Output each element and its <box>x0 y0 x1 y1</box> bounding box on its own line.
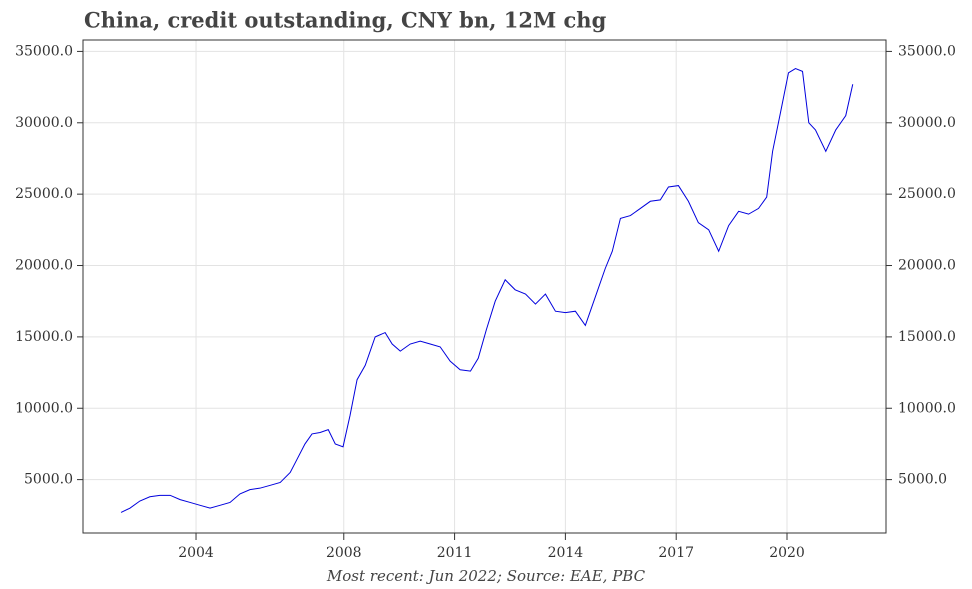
y-tick-label: 25000.0 <box>15 186 73 202</box>
chart-title: China, credit outstanding, CNY bn, 12M c… <box>84 8 607 33</box>
y-tick-label: 30000.0 <box>15 115 73 131</box>
y-tick-label: 20000.0 <box>15 258 73 274</box>
y2-tick-label: 35000.0 <box>898 43 956 59</box>
y2-tick-label: 5000.0 <box>898 472 947 488</box>
y2-tick-label: 10000.0 <box>898 400 956 416</box>
y-tick-label: 5000.0 <box>24 472 73 488</box>
x-tick-label: 2020 <box>769 545 805 561</box>
x-tick-label: 2017 <box>658 545 694 561</box>
x-tick-label: 2008 <box>326 545 362 561</box>
x-tick-label: 2004 <box>178 545 214 561</box>
x-tick-label: 2011 <box>437 545 473 561</box>
source-note: Most recent: Jun 2022; Source: EAE, PBC <box>326 567 646 585</box>
y2-tick-label: 25000.0 <box>898 186 956 202</box>
y-tick-label: 15000.0 <box>15 329 73 345</box>
y2-tick-label: 20000.0 <box>898 258 956 274</box>
plot-frame <box>82 39 887 534</box>
y-tick-label: 35000.0 <box>15 43 73 59</box>
y-tick-label: 10000.0 <box>15 400 73 416</box>
data-line <box>120 67 854 513</box>
y2-tick-label: 30000.0 <box>898 115 956 131</box>
y2-tick-label: 15000.0 <box>898 329 956 345</box>
x-tick-label: 2014 <box>548 545 584 561</box>
